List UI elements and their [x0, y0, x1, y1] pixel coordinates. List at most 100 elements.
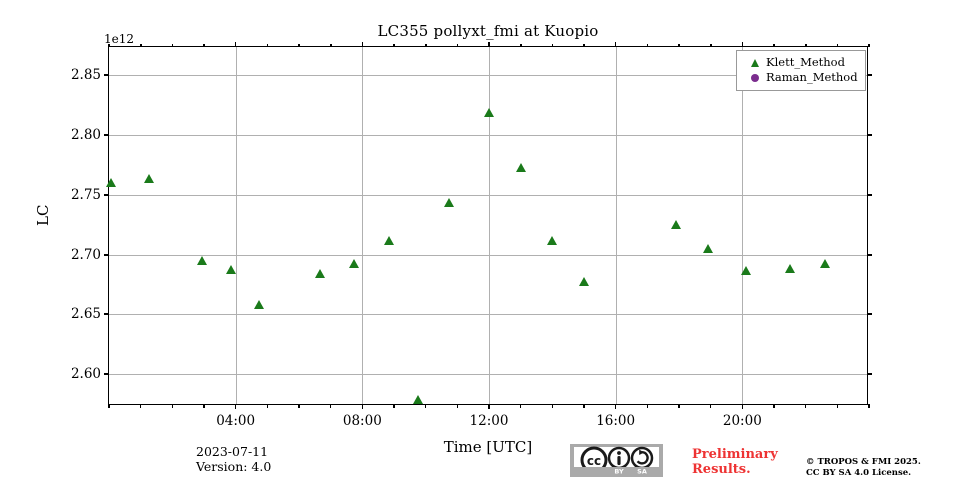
- gridline-horizontal: [109, 75, 867, 77]
- data-point-marker: [547, 236, 558, 246]
- data-point-marker: [670, 219, 681, 229]
- legend-label-klett: Klett_Method: [766, 55, 845, 69]
- y-tick-mark-right: [867, 74, 872, 77]
- y-tick-label: 2.70: [70, 246, 101, 263]
- data-point-marker: [784, 263, 795, 273]
- y-axis-label: LC: [34, 204, 52, 226]
- legend-item-raman: Raman_Method: [744, 70, 858, 85]
- x-tick-mark-minor-top: [298, 43, 300, 47]
- x-tick-mark-minor: [298, 404, 300, 408]
- x-tick-mark-minor-top: [456, 43, 459, 47]
- preliminary-results-note: Preliminary Results.: [692, 447, 778, 477]
- x-tick-mark-minor: [583, 404, 585, 408]
- x-tick-mark-minor-top: [425, 43, 427, 47]
- cc-license-badge: cc BY SA: [570, 444, 663, 477]
- data-point-marker: [349, 259, 360, 269]
- chart-legend: Klett_Method Raman_Method: [736, 50, 866, 91]
- y-tick-mark-right: [867, 253, 872, 256]
- gridline-horizontal: [109, 134, 867, 136]
- x-tick-mark-minor: [773, 404, 775, 408]
- cc-badge-svg: cc BY SA: [570, 444, 663, 477]
- x-tick-mark: [361, 404, 364, 409]
- x-axis-label: Time [UTC]: [443, 438, 533, 456]
- y-tick-mark-right: [867, 193, 872, 196]
- x-tick-mark-minor-top: [836, 43, 839, 47]
- triangle-up-icon: [744, 58, 766, 67]
- x-tick-mark: [488, 404, 490, 409]
- cc-badge-by-label: BY: [614, 468, 624, 476]
- y-tick-mark: [104, 193, 109, 196]
- y-tick-label: 2.60: [70, 366, 101, 383]
- x-tick-mark-minor: [203, 404, 205, 408]
- gridline-horizontal: [109, 314, 867, 316]
- data-point-marker: [740, 266, 751, 276]
- gridline-vertical: [742, 47, 744, 404]
- x-tick-mark-minor-top: [678, 43, 680, 47]
- gridline-vertical: [362, 47, 364, 404]
- y-tick-label: 2.80: [70, 126, 101, 143]
- x-tick-mark: [234, 404, 237, 409]
- y-tick-mark-right: [867, 313, 872, 316]
- x-tick-mark-minor: [805, 404, 807, 408]
- y-tick-mark: [104, 133, 109, 136]
- x-tick-mark-top: [614, 42, 617, 47]
- legend-item-klett: Klett_Method: [744, 55, 858, 70]
- x-tick-mark-minor: [266, 404, 268, 408]
- y-tick-label: 2.65: [70, 306, 101, 323]
- x-tick-label: 20:00: [722, 413, 762, 429]
- footer-date-version: 2023-07-11 Version: 4.0: [196, 444, 271, 474]
- x-tick-mark-minor-top: [583, 43, 585, 47]
- y-tick-mark-right: [867, 133, 872, 136]
- data-point-marker: [515, 163, 526, 173]
- gridline-vertical: [489, 47, 490, 404]
- x-tick-label: 12:00: [469, 413, 509, 429]
- x-tick-mark-minor-top: [108, 43, 110, 47]
- y-axis-offset-label: 1e12: [104, 32, 135, 46]
- x-tick-mark-minor: [425, 404, 427, 408]
- x-tick-mark-minor-top: [266, 43, 269, 47]
- gridline-horizontal: [109, 194, 867, 196]
- y-tick-mark: [104, 253, 109, 256]
- gridline-vertical: [235, 47, 237, 404]
- legend-label-raman: Raman_Method: [766, 70, 858, 84]
- x-tick-mark-top: [488, 42, 490, 47]
- y-tick-mark: [104, 373, 109, 376]
- preliminary-line-1: Preliminary: [692, 447, 778, 462]
- data-point-marker: [702, 243, 713, 253]
- x-tick-mark-minor-top: [710, 43, 712, 47]
- x-tick-mark-top: [741, 42, 744, 47]
- x-tick-mark-minor-top: [203, 43, 205, 47]
- svg-text:cc: cc: [587, 454, 601, 468]
- copyright-line-1: © TROPOS & FMI 2025.: [806, 457, 921, 467]
- x-tick-mark: [614, 404, 617, 409]
- x-tick-mark-minor: [330, 404, 332, 408]
- x-tick-mark-minor-top: [520, 43, 522, 47]
- data-point-marker: [225, 265, 236, 275]
- data-point-marker: [412, 395, 423, 405]
- x-tick-mark-minor-top: [393, 43, 395, 47]
- x-tick-mark-minor-top: [551, 43, 554, 47]
- gridline-horizontal: [109, 254, 867, 256]
- gridline-vertical: [615, 47, 617, 404]
- x-tick-mark-minor-top: [805, 43, 807, 47]
- x-tick-mark-top: [361, 42, 364, 47]
- data-point-marker: [484, 108, 494, 118]
- y-tick-mark: [104, 74, 109, 77]
- x-tick-mark-minor: [836, 404, 838, 408]
- x-tick-mark-top: [234, 42, 237, 47]
- x-tick-mark-minor: [551, 404, 553, 408]
- x-tick-mark-minor: [520, 404, 522, 408]
- cc-badge-sa-label: SA: [637, 468, 647, 476]
- data-point-marker: [197, 255, 208, 265]
- x-tick-mark-minor: [140, 404, 142, 408]
- x-tick-mark-minor: [108, 404, 110, 408]
- gridline-horizontal: [109, 374, 867, 376]
- plot-area: 2.60 2.65 2.70 2.75 2.80 2.85 04:00 08:00 12:00 1…: [71, 42, 872, 429]
- y-tick-label: 2.75: [70, 186, 101, 203]
- x-tick-mark-minor-top: [646, 43, 649, 47]
- x-tick-mark-minor-top: [773, 43, 775, 47]
- data-point-marker: [384, 236, 395, 246]
- x-tick-mark-minor-top: [868, 43, 870, 47]
- x-tick-mark-minor-top: [330, 43, 332, 47]
- x-tick-mark-minor: [456, 404, 458, 408]
